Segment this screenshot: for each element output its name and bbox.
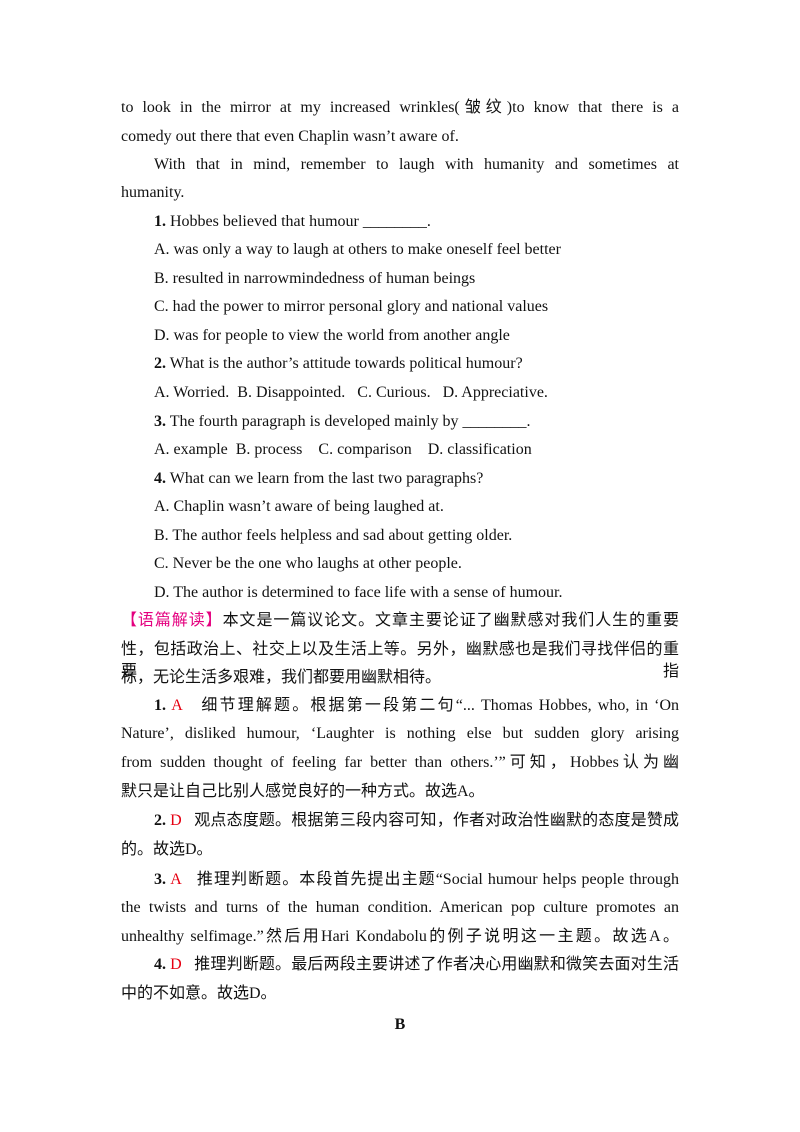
question-stem: What is the author’s attitude towards po… bbox=[169, 355, 523, 372]
answer-text: 细节理解题。根据第一段第二句“... Thomas Hobbes, who, i… bbox=[201, 697, 680, 714]
question-number: 2. bbox=[154, 355, 166, 372]
question: 4. What can we learn from the last two p… bbox=[154, 468, 679, 490]
question: 1. Hobbes believed that humour ________. bbox=[154, 211, 679, 233]
answer-line: Nature’, disliked humour, ‘Laughter is n… bbox=[121, 725, 679, 742]
question-number: 3. bbox=[154, 413, 166, 430]
answer-line: 2. D 观点态度题。根据第三段内容可知，作者对政治性幽默的态度是赞成 bbox=[154, 810, 679, 832]
text-line: humanity. bbox=[121, 184, 185, 201]
option: D. The author is determined to face life… bbox=[154, 584, 563, 601]
answer-letter: A bbox=[171, 697, 183, 714]
question-stem: Hobbes believed that humour ________. bbox=[170, 213, 431, 230]
option: C. had the power to mirror personal glor… bbox=[154, 298, 549, 315]
answer-letter: D bbox=[170, 812, 182, 829]
option: B. resulted in narrowmindedness of human… bbox=[154, 270, 476, 287]
question-number: 4. bbox=[154, 470, 166, 487]
answer-number: 2. bbox=[154, 812, 166, 829]
option: C. Never be the one who laughs at other … bbox=[154, 555, 462, 572]
answer-number: 1. bbox=[154, 697, 166, 714]
answer-line: 1. A 细节理解题。根据第一段第二句“... Thomas Hobbes, w… bbox=[154, 695, 679, 717]
answer-line: unhealthy selfimage.”然后用Hari Kondabolu的例… bbox=[121, 928, 679, 945]
option: A. Worried. B. Disappointed. C. Curious.… bbox=[154, 384, 548, 401]
analysis-line: 【语篇解读】本文是一篇议论文。文章主要论证了幽默感对我们人生的重要 bbox=[121, 610, 679, 632]
answer-number: 4. bbox=[154, 956, 166, 973]
question: 3. The fourth paragraph is developed mai… bbox=[154, 411, 679, 433]
analysis-text: 本文是一篇议论文。文章主要论证了幽默感对我们人生的重要 bbox=[222, 612, 679, 629]
analysis-label: 【语篇解读】 bbox=[121, 612, 223, 629]
option: D. was for people to view the world from… bbox=[154, 327, 510, 344]
option: A. was only a way to laugh at others to … bbox=[154, 241, 561, 258]
text-line: With that in mind, remember to laugh wit… bbox=[154, 156, 679, 173]
section-heading: B bbox=[394, 1016, 406, 1033]
question-stem: The fourth paragraph is developed mainly… bbox=[169, 413, 531, 430]
option: A. example B. process C. comparison D. c… bbox=[154, 441, 532, 458]
answer-line: 默只是让自己比别人感觉良好的一种方式。故选A。 bbox=[121, 783, 485, 800]
question-number: 1. bbox=[154, 213, 166, 230]
analysis-line: 性，包括政治上、社交上以及生活上等。另外，幽默感也是我们寻找伴侣的重要指 bbox=[121, 641, 679, 680]
text-line: comedy out there that even Chaplin wasn’… bbox=[121, 128, 459, 145]
answer-line: 的。故选D。 bbox=[121, 841, 213, 858]
answer-text: 观点态度题。根据第三段内容可知，作者对政治性幽默的态度是赞成 bbox=[194, 812, 679, 829]
question-stem: What can we learn from the last two para… bbox=[169, 470, 484, 487]
option: A. Chaplin wasn’t aware of being laughed… bbox=[154, 498, 444, 515]
answer-line: 中的不如意。故选D。 bbox=[121, 985, 277, 1002]
answer-line: 3. A 推理判断题。本段首先提出主题“Social humour helps … bbox=[154, 869, 679, 891]
option: B. The author feels helpless and sad abo… bbox=[154, 527, 513, 544]
answer-line: from sudden thought of feeling far bette… bbox=[121, 754, 679, 771]
question: 2. What is the author’s attitude towards… bbox=[154, 353, 679, 375]
text-line: to look in the mirror at my increased wr… bbox=[121, 99, 679, 116]
answer-letter: A bbox=[170, 871, 182, 888]
answer-line: the twists and turns of the human condit… bbox=[121, 899, 679, 916]
answer-number: 3. bbox=[154, 871, 166, 888]
answer-line: 4. D 推理判断题。最后两段主要讲述了作者决心用幽默和微笑去面对生活 bbox=[154, 954, 679, 976]
answer-letter: D bbox=[170, 956, 182, 973]
answer-text: 推理判断题。本段首先提出主题“Social humour helps peopl… bbox=[196, 871, 679, 888]
answer-text: 推理判断题。最后两段主要讲述了作者决心用幽默和微笑去面对生活 bbox=[194, 956, 679, 973]
analysis-line: 标，无论生活多艰难，我们都要用幽默相待。 bbox=[121, 669, 442, 686]
